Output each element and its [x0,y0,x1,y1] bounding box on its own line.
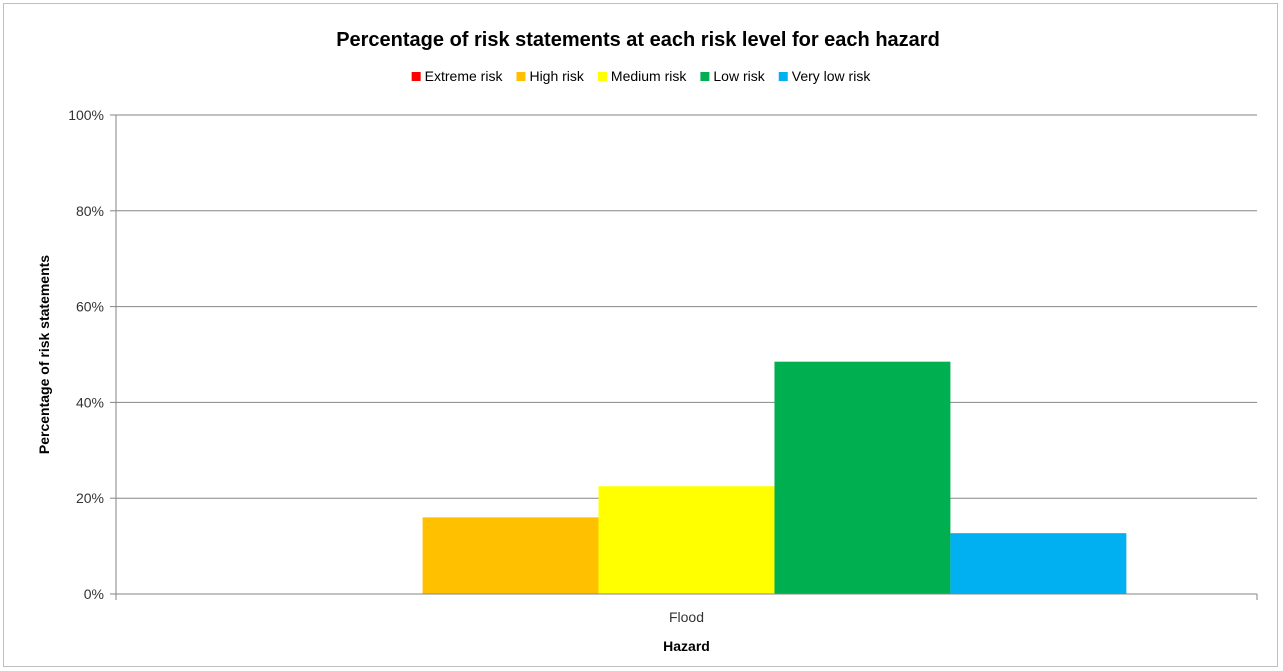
bar-chart: Percentage of risk statements at each ri… [36,29,1258,654]
legend-item-low-risk: Low risk [700,68,766,84]
y-tick-label: 80% [76,203,104,219]
legend-label: Low risk [713,68,765,84]
y-tick-label: 20% [76,490,104,506]
legend-swatch [411,72,421,81]
bar-low-risk-flood [774,361,951,594]
bar-high-risk-flood [422,517,599,594]
legend-item-very-low-risk: Very low risk [778,68,872,84]
y-axis-ticks: 0% 20% 40% 60% 80% 100% [68,107,117,602]
legend: Extreme risk High risk Medium risk Low risk… [411,68,872,84]
chart-title: Percentage of risk statements at each ri… [336,29,940,51]
y-tick-label: 100% [68,107,104,123]
legend-item-high-risk: High risk [516,68,585,84]
legend-item-extreme-risk: Extreme risk [411,68,504,84]
x-axis-title: Hazard [663,638,710,654]
bars [422,361,1127,594]
bar-medium-risk-flood [598,486,775,594]
legend-swatch [700,72,710,81]
legend-label: Very low risk [792,68,872,84]
y-tick-label: 0% [84,586,104,602]
y-tick-label: 40% [76,394,104,410]
legend-swatch [778,72,788,81]
legend-swatch [597,72,607,81]
y-axis-title: Percentage of risk statements [36,255,52,454]
legend-label: Medium risk [611,68,687,84]
legend-label: Extreme risk [425,68,504,84]
chart-frame: Percentage of risk statements at each ri… [3,3,1278,667]
x-axis: Flood [115,593,1258,625]
y-tick-label: 60% [76,299,104,315]
legend-label: High risk [529,68,584,84]
bar-very-low-risk-flood [950,533,1127,594]
x-tick-label: Flood [669,609,704,625]
legend-item-medium-risk: Medium risk [597,68,687,84]
legend-swatch [516,72,526,81]
